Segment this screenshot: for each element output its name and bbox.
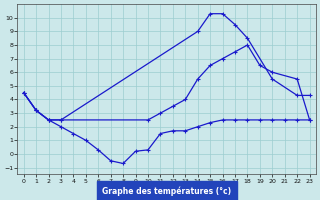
X-axis label: Graphe des températures (°c): Graphe des températures (°c) bbox=[102, 186, 231, 196]
